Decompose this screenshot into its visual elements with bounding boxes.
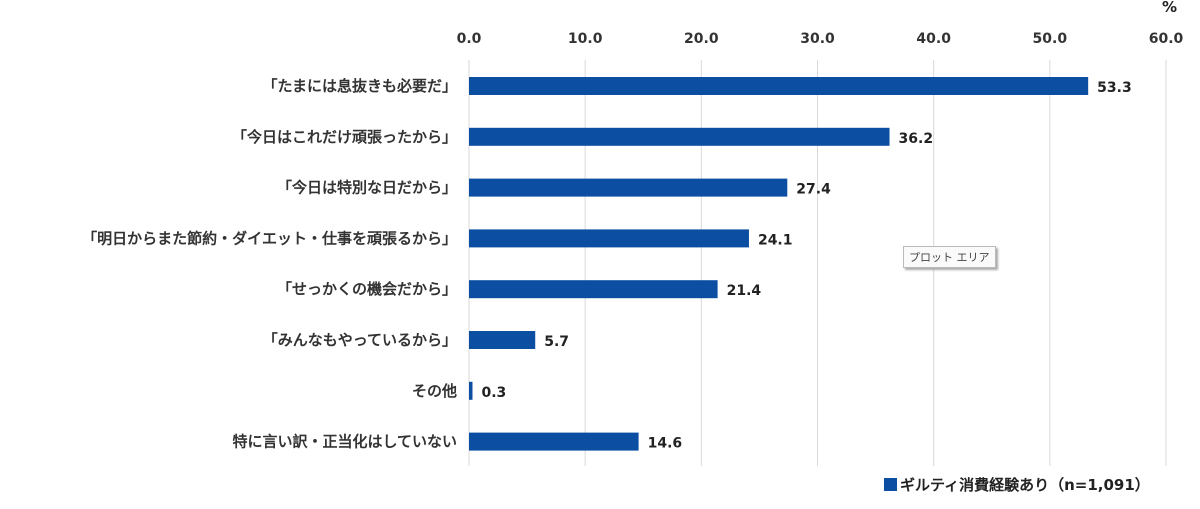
- category-label: 「明日からまた節約・ダイエット・仕事を頑張るから」: [82, 229, 457, 247]
- data-label: 53.3: [1097, 80, 1132, 96]
- x-tick-label: 50.0: [1033, 31, 1068, 47]
- legend-swatch: [884, 478, 897, 491]
- data-label: 5.7: [544, 334, 569, 350]
- x-tick-label: 10.0: [568, 31, 603, 47]
- data-label: 27.4: [796, 182, 831, 198]
- data-label: 24.1: [758, 232, 793, 248]
- x-tick-label: 40.0: [916, 31, 951, 47]
- data-label: 14.6: [648, 436, 683, 452]
- legend-label: ギルティ消費経験あり（n=1,091）: [900, 476, 1150, 494]
- category-label: その他: [412, 382, 457, 400]
- bar: [469, 229, 749, 248]
- category-label: 「みんなもやっているから」: [263, 331, 457, 349]
- plot-area-tooltip: プロット エリア: [903, 246, 996, 268]
- data-label: 21.4: [727, 283, 762, 299]
- x-tick-label: 20.0: [684, 31, 719, 47]
- x-tick-label: 30.0: [800, 31, 835, 47]
- bar: [469, 127, 890, 146]
- category-label: 「たまには息抜きも必要だ」: [262, 77, 457, 95]
- data-label: 0.3: [481, 385, 506, 401]
- bar: [469, 77, 1089, 95]
- data-label: 36.2: [899, 131, 934, 147]
- bar: [469, 381, 473, 400]
- category-label: 特に言い訳・正当化はしていない: [232, 433, 457, 451]
- x-tick-label: 0.0: [457, 31, 482, 47]
- unit-label: %: [1162, 0, 1178, 16]
- bar: [469, 280, 718, 299]
- legend: ギルティ消費経験あり（n=1,091）: [884, 474, 1150, 495]
- category-label: 「せっかくの機会だから」: [277, 280, 457, 298]
- x-tick-label: 60.0: [1149, 31, 1184, 47]
- category-label: 「今日は特別な日だから」: [277, 179, 457, 197]
- bar: [469, 178, 788, 197]
- bar: [469, 331, 536, 349]
- bar: [469, 432, 639, 451]
- category-label: 「今日はこれだけ頑張ったから」: [232, 128, 457, 146]
